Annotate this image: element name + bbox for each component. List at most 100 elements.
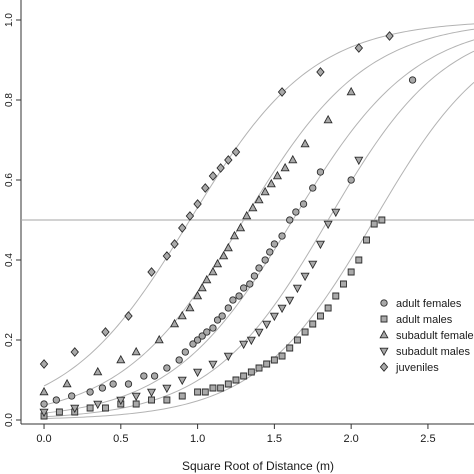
data-point: [292, 208, 300, 216]
data-point: [299, 200, 308, 208]
data-point: [154, 334, 164, 344]
data-point: [378, 216, 386, 224]
data-point: [286, 216, 294, 224]
data-point: [247, 368, 255, 376]
data-point: [55, 408, 63, 416]
data-point: [354, 156, 364, 166]
legend-label: adult females: [396, 298, 462, 310]
data-point: [163, 364, 171, 372]
data-point: [70, 347, 79, 357]
data-point: [202, 274, 212, 284]
y-tick-label: 0.8: [4, 93, 15, 107]
data-point: [124, 311, 133, 321]
data-point: [185, 302, 195, 312]
data-point: [209, 384, 217, 392]
data-point: [232, 376, 240, 384]
data-point: [213, 258, 223, 268]
data-point: [254, 328, 264, 338]
data-point: [254, 194, 264, 204]
data-point: [300, 138, 310, 148]
data-point: [178, 392, 186, 400]
legend-marker: [379, 347, 389, 357]
data-point: [39, 408, 49, 418]
data-point: [163, 396, 171, 404]
data-point: [150, 372, 159, 380]
data-point: [315, 240, 325, 250]
data-point: [131, 392, 141, 402]
data-point: [162, 251, 172, 261]
data-point: [300, 272, 310, 282]
legend-label: subadult males: [396, 346, 470, 358]
data-point: [170, 318, 180, 328]
curve-subadult-males: [44, 50, 474, 418]
data-point: [293, 336, 301, 344]
data-point: [178, 223, 187, 233]
data-point: [278, 352, 286, 360]
data-point: [240, 372, 248, 380]
data-point: [131, 346, 141, 356]
data-point: [146, 388, 157, 398]
data-point: [331, 208, 341, 218]
data-point: [278, 232, 286, 240]
y-tick-label: 0.4: [4, 253, 15, 267]
x-tick-label: 2.0: [344, 433, 359, 445]
data-point: [185, 211, 195, 221]
data-point: [242, 210, 252, 220]
data-point: [177, 310, 187, 320]
data-point: [217, 384, 225, 392]
data-point: [209, 324, 217, 332]
data-point: [193, 336, 202, 344]
data-point: [316, 67, 325, 77]
data-point: [323, 220, 333, 230]
data-point: [193, 199, 202, 209]
y-tick-label: 0.6: [4, 173, 15, 187]
data-point: [201, 388, 209, 396]
x-tick-labels: 0.0 0.5 1.0 1.5 2.0 2.5: [36, 433, 435, 445]
data-point: [93, 400, 103, 410]
data-point: [52, 396, 60, 404]
data-point: [363, 236, 370, 244]
data-point: [148, 396, 155, 404]
data-point: [208, 360, 218, 370]
data-point: [239, 340, 249, 350]
data-points: [39, 31, 417, 420]
data-point: [39, 386, 49, 396]
data-point: [246, 280, 254, 288]
data-point: [203, 328, 211, 336]
data-point: [229, 230, 240, 240]
data-point: [309, 184, 317, 192]
data-point: [260, 186, 270, 196]
data-point: [189, 340, 197, 348]
data-point: [255, 264, 263, 272]
data-point: [198, 332, 206, 340]
data-point: [280, 162, 290, 172]
data-point: [219, 250, 229, 260]
data-point: [218, 312, 226, 320]
data-point: [86, 404, 94, 412]
data-point: [224, 380, 232, 388]
data-point: [248, 202, 258, 212]
curve-adult-females: [43, 39, 474, 414]
legend-marker: [380, 315, 388, 323]
y-tick-label: 0.2: [4, 333, 15, 347]
data-point: [286, 344, 294, 352]
data-point: [270, 240, 279, 248]
data-point: [261, 256, 269, 264]
data-point: [277, 304, 287, 314]
legend-label: juveniles: [395, 362, 439, 374]
data-point: [301, 328, 309, 336]
y-tick-label: 0.0: [4, 413, 15, 427]
data-point: [308, 260, 318, 270]
y-tick-label: 1.0: [4, 13, 15, 27]
data-point: [255, 364, 263, 372]
data-point: [224, 155, 233, 165]
data-point: [177, 376, 187, 386]
data-point: [347, 268, 355, 276]
data-point: [229, 296, 237, 304]
data-point: [162, 384, 172, 394]
series-subadult-males: [39, 156, 364, 418]
legend-marker: [379, 329, 389, 339]
data-point: [323, 114, 333, 124]
data-point: [346, 86, 356, 96]
